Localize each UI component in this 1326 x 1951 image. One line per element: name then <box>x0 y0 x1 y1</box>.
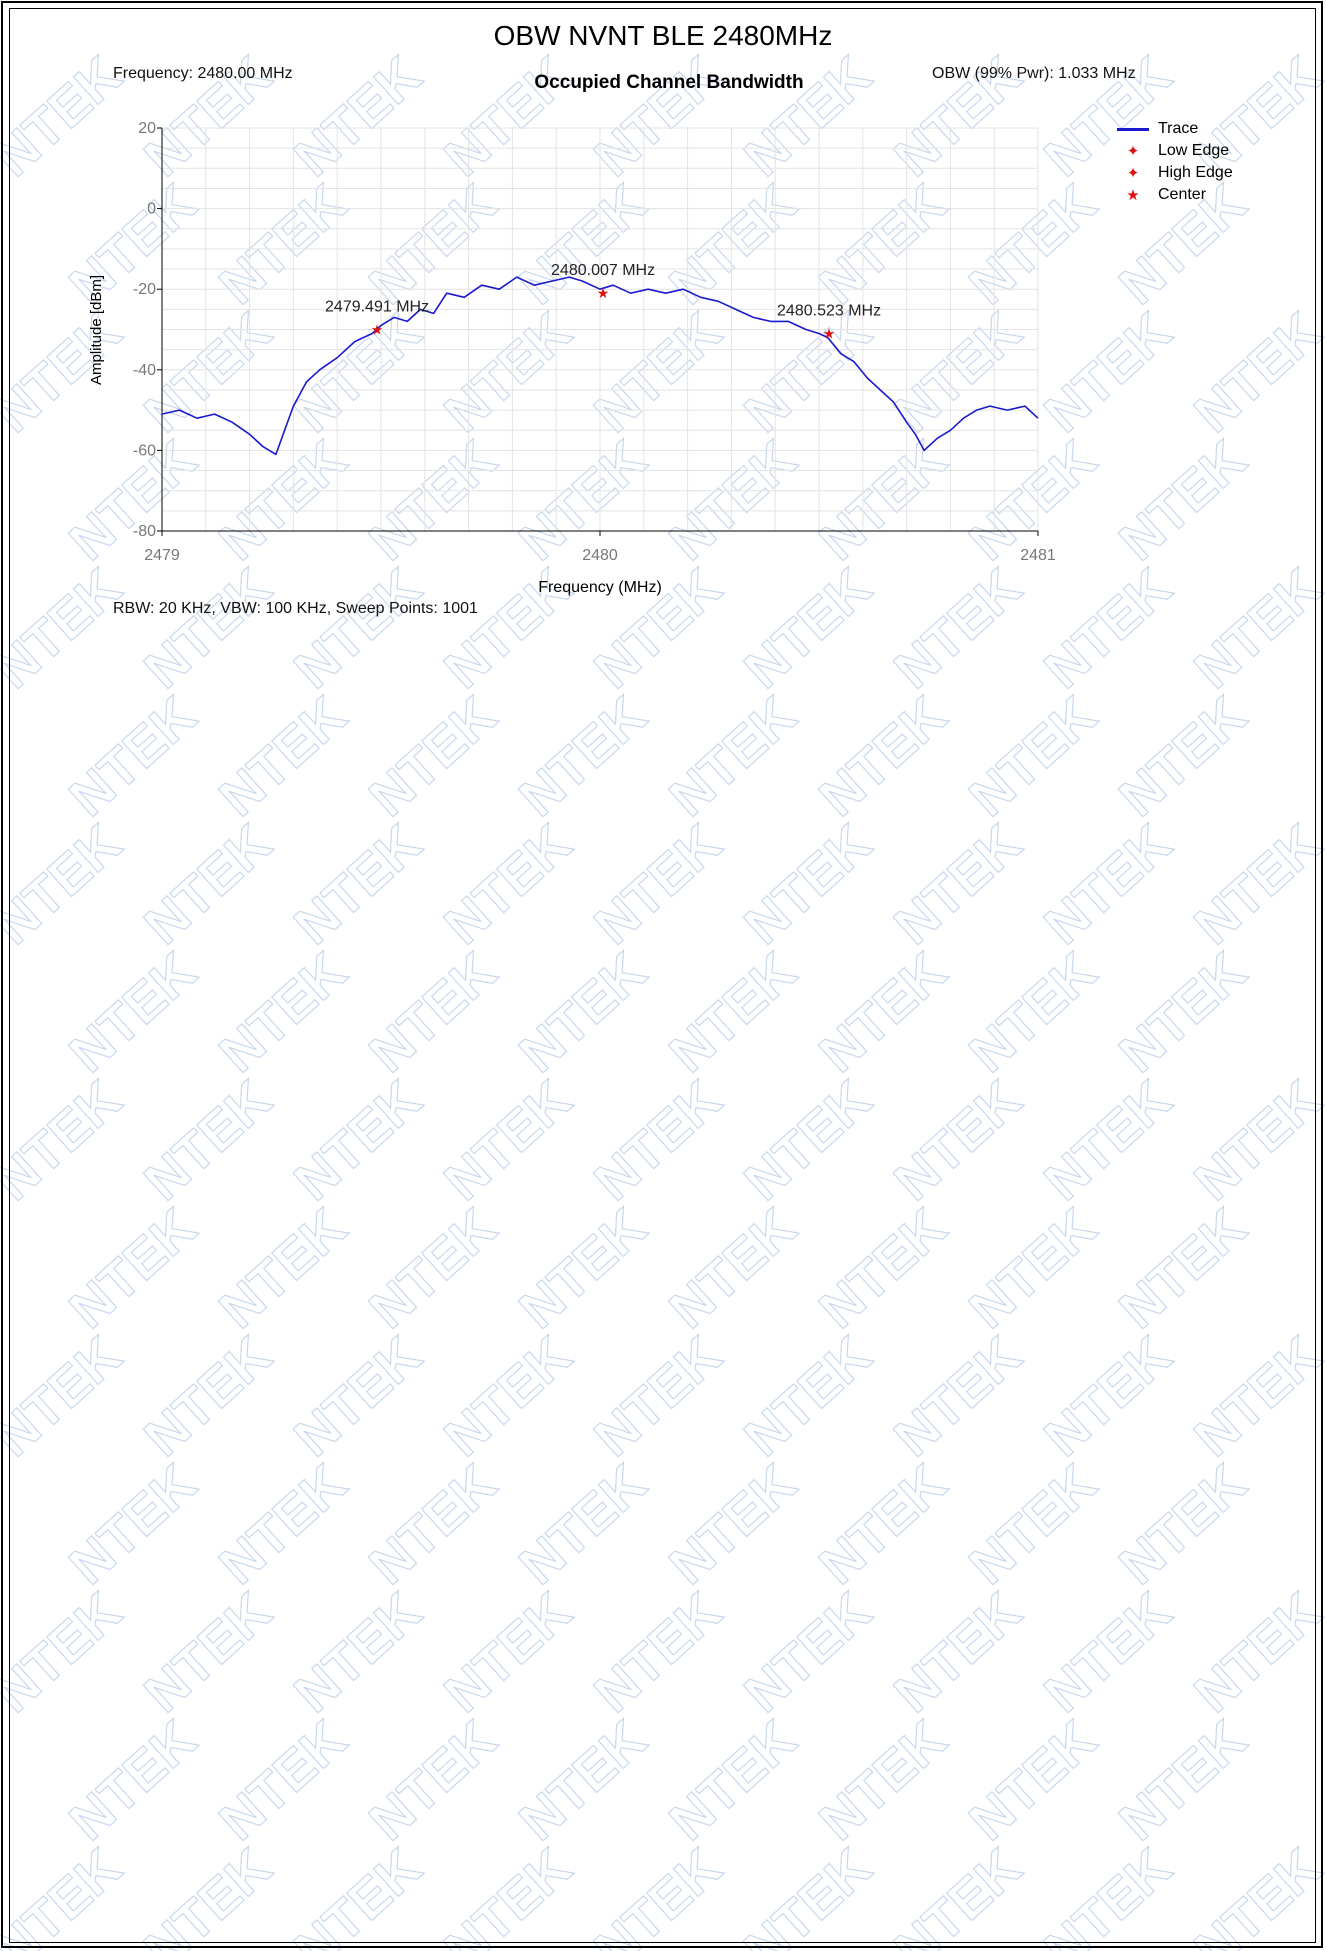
frequency-info: Frequency: 2480.00 MHz <box>113 65 293 82</box>
y-tick-label: 20 <box>138 120 156 137</box>
legend-item-trace: Trace <box>1116 118 1233 140</box>
y-axis-label: Amplitude [dBm] <box>88 275 105 385</box>
star-icon: ★ <box>823 326 836 342</box>
star-icon: ✦ <box>1126 142 1140 160</box>
x-ticks: 2479 2480 2481 <box>144 531 1056 564</box>
y-ticks: 20 0 -20 -40 -60 -80 <box>133 120 162 540</box>
star-icon: ★ <box>1126 186 1140 204</box>
legend-label: Trace <box>1158 120 1199 137</box>
legend-label: Center <box>1158 186 1207 203</box>
x-tick-label: 2481 <box>1020 547 1056 564</box>
y-tick-label: -40 <box>133 362 156 379</box>
x-tick-label: 2479 <box>144 547 180 564</box>
marker-low-edge: ★ 2479.491 MHz <box>325 299 429 338</box>
x-axis-label: Frequency (MHz) <box>538 579 662 596</box>
chart-title: Occupied Channel Bandwidth <box>534 72 804 93</box>
marker-label: 2479.491 MHz <box>325 299 429 316</box>
star-icon: ★ <box>597 285 610 301</box>
star-icon: ★ <box>371 322 384 338</box>
page-frame-inner <box>9 8 1316 1943</box>
grid <box>161 127 1039 532</box>
x-tick-label: 2480 <box>582 547 618 564</box>
y-tick-label: -60 <box>133 442 156 459</box>
legend-item-low-edge: ✦ Low Edge <box>1116 140 1233 162</box>
obw-info: OBW (99% Pwr): 1.033 MHz <box>932 65 1136 82</box>
legend: Trace ✦ Low Edge ✦ High Edge ★ Center <box>1116 118 1233 206</box>
legend-trace-swatch <box>1117 127 1149 131</box>
markers: ★ 2479.491 MHz ★ 2480.007 MHz ★ 2480.523 MHz <box>325 262 881 341</box>
marker-label: 2480.523 MHz <box>777 303 881 320</box>
marker-label: 2480.007 MHz <box>551 262 655 279</box>
y-tick-label: -80 <box>133 523 156 540</box>
sweep-settings-info: RBW: 20 KHz, VBW: 100 KHz, Sweep Points:… <box>113 600 478 617</box>
page-title: OBW NVNT BLE 2480MHz <box>493 20 833 51</box>
legend-label: Low Edge <box>1158 142 1230 159</box>
obw-chart: 20 0 -20 -40 -60 -80 2479 2480 2481 ★ 2479.491 M… <box>88 120 1056 596</box>
legend-label: High Edge <box>1158 164 1233 181</box>
y-tick-label: 0 <box>147 201 156 218</box>
marker-center: ★ 2480.007 MHz <box>551 262 655 301</box>
trace-line <box>161 276 1039 456</box>
star-icon: ✦ <box>1126 164 1140 182</box>
y-tick-label: -20 <box>133 281 156 298</box>
legend-item-high-edge: ✦ High Edge <box>1116 162 1233 184</box>
marker-high-edge: ★ 2480.523 MHz <box>777 303 881 342</box>
legend-item-center: ★ Center <box>1116 184 1233 206</box>
